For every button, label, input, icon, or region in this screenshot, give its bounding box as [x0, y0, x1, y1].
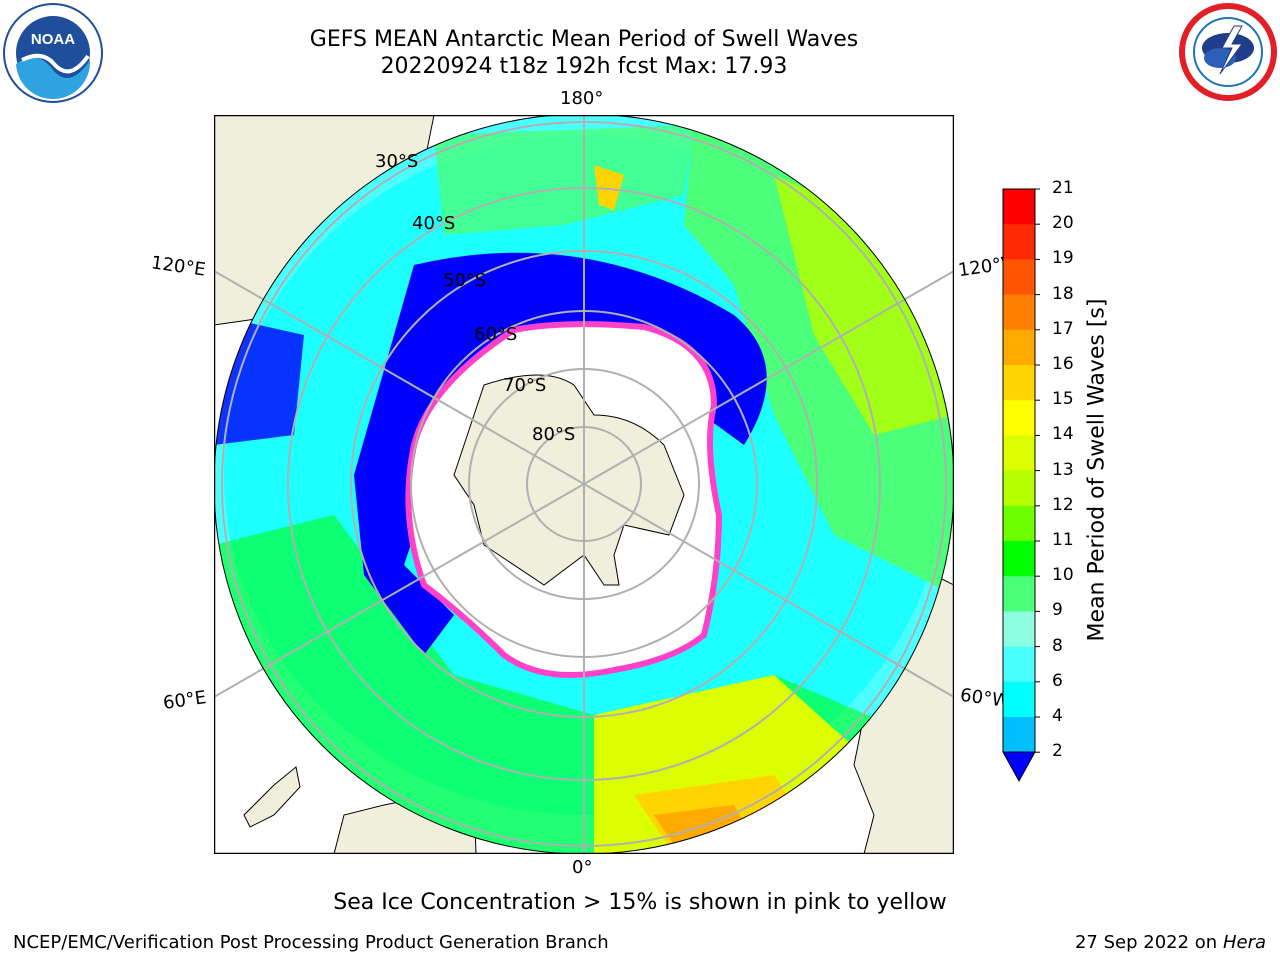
colorbar-tick-label: 10 — [1052, 565, 1074, 586]
colorbar-tick-label: 15 — [1052, 389, 1074, 410]
colorbar-tick-label: 19 — [1052, 248, 1074, 269]
chart-subtitle: 20220924 t18z 192h fcst Max: 17.93 — [380, 54, 788, 79]
colorbar-tick-label: 14 — [1052, 424, 1074, 445]
colorbar-tick-label: 6 — [1052, 670, 1063, 691]
colorbar — [1002, 188, 1040, 783]
colorbar-tick-label: 16 — [1052, 354, 1074, 374]
lat-label-40s: 40°S — [412, 213, 456, 234]
lon-label-120e: 120°E — [149, 252, 207, 281]
colorbar-tick-label: 20 — [1052, 213, 1074, 234]
colorbar-tick-label: 18 — [1052, 283, 1074, 304]
colorbar-tick-label: 13 — [1052, 459, 1074, 480]
sea-ice-note: Sea Ice Concentration > 15% is shown in … — [333, 890, 947, 915]
colorbar-tick-label: 8 — [1052, 635, 1063, 656]
colorbar-swatch — [1003, 505, 1035, 542]
antarctica-landmass — [453, 374, 685, 586]
lon-label-180: 180° — [560, 88, 604, 109]
footer-credit: NCEP/EMC/Verification Post Processing Pr… — [13, 932, 609, 953]
colorbar-swatch — [1003, 576, 1035, 612]
colorbar-tick-label: 17 — [1052, 318, 1074, 339]
colorbar-swatch — [1003, 189, 1035, 225]
colorbar-swatch — [1003, 400, 1035, 436]
colorbar-swatch — [1003, 470, 1035, 507]
polar-map: 30°S 40°S 50°S 60°S 70°S 80°S — [213, 114, 955, 855]
colorbar-swatch — [1003, 717, 1035, 753]
colorbar-extend-arrow — [1002, 751, 1036, 783]
lat-label-50s: 50°S — [443, 270, 487, 291]
colorbar-tick-label: 9 — [1052, 600, 1063, 621]
footer-host: Hera — [1222, 932, 1266, 953]
colorbar-tick-label: 11 — [1052, 530, 1074, 550]
colorbar-title: Mean Period of Swell Waves [s] — [1084, 298, 1110, 642]
colorbar-swatch — [1003, 329, 1035, 366]
lat-label-70s: 70°S — [503, 375, 547, 396]
colorbar-swatch — [1003, 365, 1035, 401]
colorbar-swatches — [1003, 188, 1040, 753]
noaa-logo: NOAA — [3, 3, 103, 103]
colorbar-swatch — [1003, 681, 1035, 718]
footer-date-text: 27 Sep 2022 on — [1074, 932, 1218, 953]
colorbar-tick-label: 21 — [1052, 178, 1074, 198]
lon-label-60e: 60°E — [161, 687, 208, 714]
colorbar-swatch — [1003, 646, 1035, 683]
colorbar-swatch — [1003, 435, 1035, 472]
colorbar-swatch — [1003, 224, 1035, 260]
chart-title: GEFS MEAN Antarctic Mean Period of Swell… — [309, 27, 859, 52]
colorbar-swatch — [1003, 611, 1035, 648]
lon-label-0: 0° — [572, 857, 593, 878]
colorbar-tick-label: 2 — [1052, 741, 1063, 762]
footer-date: 27 Sep 2022 on Hera — [1075, 932, 1266, 953]
colorbar-swatch — [1003, 294, 1035, 331]
colorbar-swatch — [1003, 541, 1035, 577]
lat-label-60s: 60°S — [474, 324, 518, 345]
colorbar-tick-label: 4 — [1052, 706, 1063, 726]
lat-label-30s: 30°S — [375, 151, 419, 172]
national-weather-service-logo — [1179, 3, 1277, 101]
svg-text:NOAA: NOAA — [31, 31, 75, 48]
lat-label-80s: 80°S — [532, 424, 576, 445]
colorbar-swatch — [1003, 259, 1035, 296]
madagascar-landmass — [243, 766, 301, 828]
colorbar-tick-label: 12 — [1052, 494, 1074, 515]
